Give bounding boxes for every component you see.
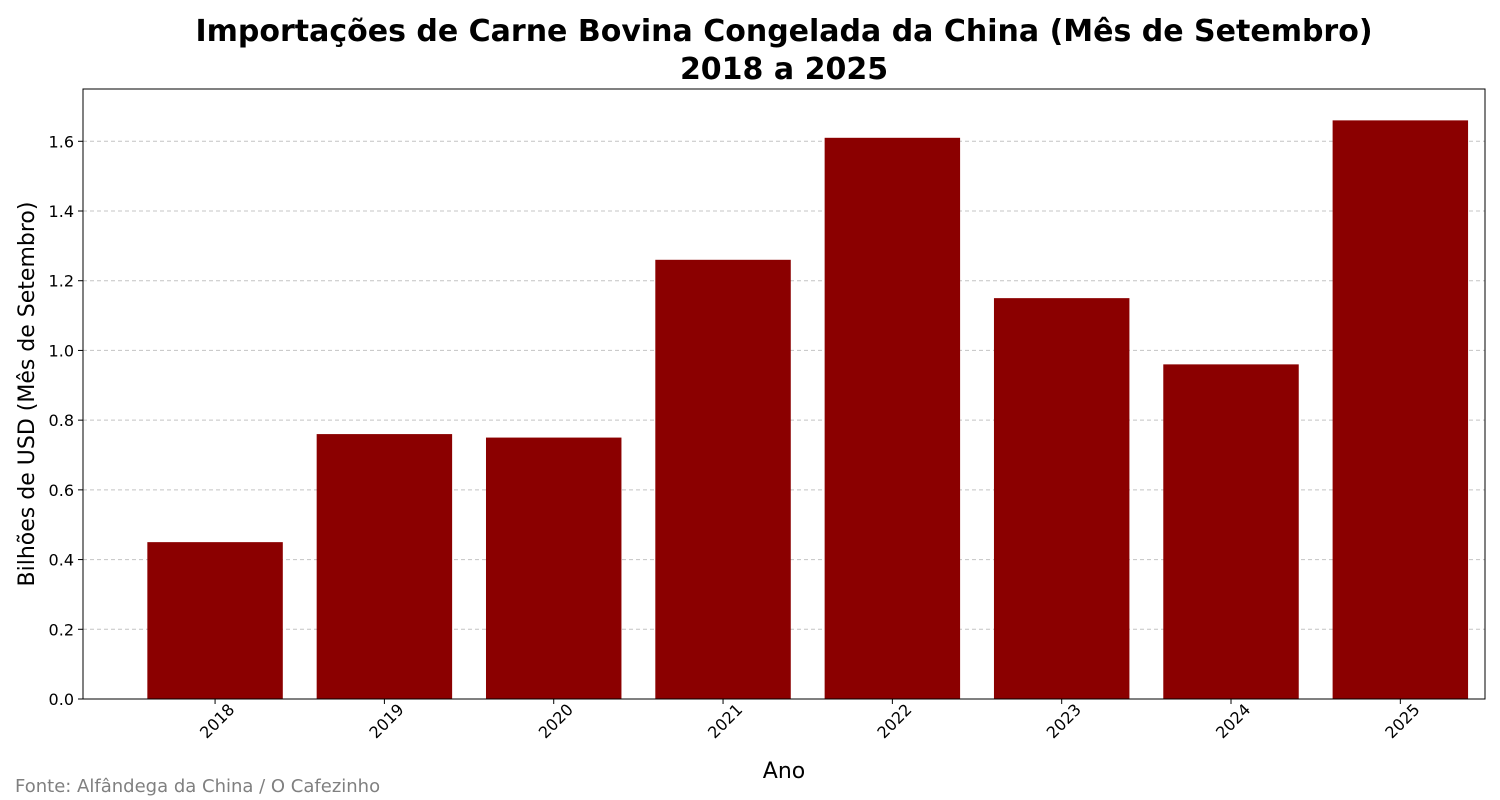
plot-frame (82, 88, 1486, 700)
chart-subtitle: 2018 a 2025 (680, 52, 888, 87)
y-tick-label: 1.0 (49, 341, 74, 360)
x-tick-label: 2018 (196, 700, 238, 742)
y-axis-label: Bilhões de USD (Mês de Setembro) (15, 202, 40, 587)
y-tick-label: 0.4 (49, 551, 74, 570)
x-tick-label: 2023 (1043, 700, 1085, 742)
y-tick-label: 1.4 (49, 202, 74, 221)
y-tick-label: 0.2 (49, 620, 74, 639)
y-axis-ticks: 0.0 0.2 0.4 0.6 0.8 1.0 1.2 1.4 1.6 (49, 132, 83, 709)
y-tick-label: 0.0 (49, 690, 74, 709)
y-tick-label: 1.6 (49, 132, 74, 151)
x-tick-label: 2024 (1212, 700, 1254, 742)
source-note: Fonte: Alfândega da China / O Cafezinho (15, 776, 380, 797)
chart-title: Importações de Carne Bovina Congelada da… (195, 14, 1372, 49)
bar-2018 (147, 542, 283, 699)
bar-2021 (655, 259, 791, 699)
y-tick-label: 0.6 (49, 481, 74, 500)
x-tick-label: 2021 (704, 700, 746, 742)
bar-2024 (1163, 364, 1299, 699)
bar-2023 (993, 298, 1130, 699)
x-axis-label: Ano (763, 759, 805, 784)
y-tick-label: 1.2 (49, 272, 74, 291)
bar-2019 (316, 434, 453, 699)
x-tick-label: 2025 (1381, 700, 1423, 742)
x-tick-label: 2020 (535, 700, 577, 742)
x-tick-label: 2022 (873, 700, 915, 742)
bars (147, 120, 1469, 700)
bar-2025 (1332, 120, 1469, 699)
bar-2022 (824, 137, 961, 700)
x-tick-label: 2019 (365, 700, 407, 742)
y-tick-label: 0.8 (49, 411, 74, 430)
x-axis-ticks: 2018 2019 2020 2021 2022 2023 2024 2025 (196, 699, 1424, 742)
bar-2020 (485, 437, 622, 699)
